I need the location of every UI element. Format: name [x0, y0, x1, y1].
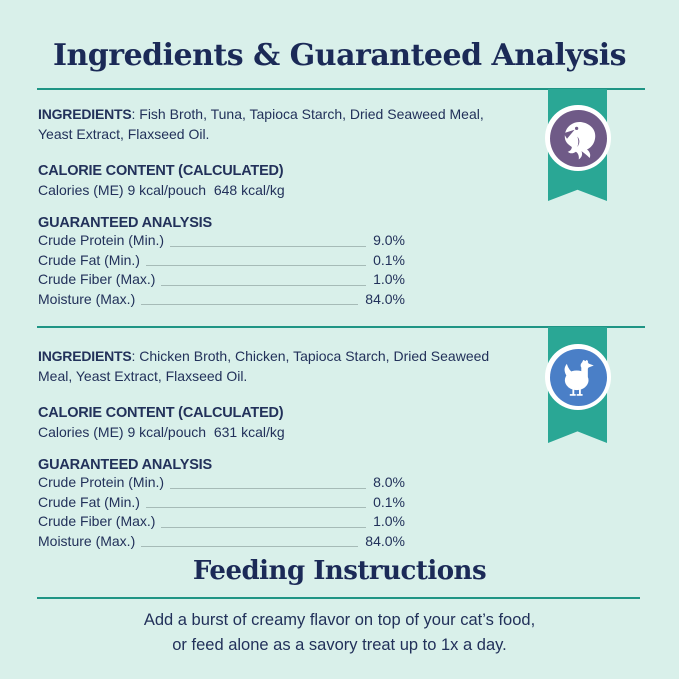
ingredients-list: : Fish Broth, Tuna, Tapioca Starch, Drie… — [38, 106, 484, 142]
analysis-row-value: 9.0% — [373, 232, 405, 249]
analysis-row-label: Crude Fiber (Max.) — [38, 513, 156, 530]
chicken-icon — [564, 359, 594, 396]
analysis-row: Crude Protein (Min.) 8.0% — [38, 474, 405, 493]
calorie-content-heading: CALORIE CONTENT (CALCULATED) — [38, 163, 284, 179]
leader-line — [145, 265, 367, 267]
leader-line — [161, 284, 367, 286]
leader-line — [141, 546, 359, 548]
ingredients-paragraph: INGREDIENTS: Chicken Broth, Chicken, Tap… — [38, 347, 493, 386]
calorie-values: Calories (ME) 9 kcal/pouch 648 kcal/kg — [38, 182, 285, 198]
fish-badge — [545, 105, 611, 171]
feeding-line-2: or feed alone as a savory treat up to 1x… — [172, 636, 507, 654]
analysis-row-label: Crude Protein (Min.) — [38, 232, 165, 249]
calorie-content-heading: CALORIE CONTENT (CALCULATED) — [38, 405, 284, 421]
analysis-row: Crude Fiber (Max.) 1.0% — [38, 270, 405, 289]
analysis-row-label: Crude Fiber (Max.) — [38, 271, 156, 288]
analysis-row-value: 0.1% — [373, 251, 405, 268]
page-title: Ingredients & Guaranteed Analysis — [52, 38, 627, 73]
middle-divider — [37, 326, 645, 328]
ingredients-list: : Chicken Broth, Chicken, Tapioca Starch… — [38, 348, 490, 384]
analysis-row-value: 1.0% — [373, 271, 405, 288]
leader-line — [145, 507, 367, 509]
feeding-instructions-text: Add a burst of creamy flavor on top of y… — [0, 608, 679, 658]
analysis-row-label: Moisture (Max.) — [38, 532, 136, 549]
analysis-row-value: 84.0% — [365, 532, 405, 549]
guaranteed-analysis-table: Crude Protein (Min.) 9.0% Crude Fat (Min… — [38, 232, 405, 310]
guaranteed-analysis-heading: GUARANTEED ANALYSIS — [38, 214, 212, 231]
analysis-row: Moisture (Max.) 84.0% — [38, 290, 405, 309]
analysis-row: Crude Fiber (Max.) 1.0% — [38, 512, 405, 531]
ingredients-label: INGREDIENTS — [38, 106, 132, 122]
analysis-row-value: 0.1% — [373, 493, 405, 510]
analysis-row-label: Crude Protein (Min.) — [38, 474, 165, 491]
analysis-row-label: Moisture (Max.) — [38, 290, 136, 307]
feeding-instructions-title: Feeding Instructions — [192, 556, 487, 586]
analysis-row-label: Crude Fat (Min.) — [38, 251, 140, 268]
ingredients-label: INGREDIENTS — [38, 348, 132, 364]
leader-line — [161, 526, 367, 528]
analysis-row: Moisture (Max.) 84.0% — [38, 532, 405, 551]
guaranteed-analysis-table: Crude Protein (Min.) 8.0% Crude Fat (Min… — [38, 474, 405, 552]
fish-icon — [563, 121, 596, 160]
ingredients-paragraph: INGREDIENTS: Fish Broth, Tuna, Tapioca S… — [38, 105, 493, 144]
analysis-row: Crude Fat (Min.) 0.1% — [38, 493, 405, 512]
feeding-line-1: Add a burst of creamy flavor on top of y… — [143, 611, 536, 629]
analysis-row-value: 84.0% — [365, 290, 405, 307]
analysis-row: Crude Fat (Min.) 0.1% — [38, 251, 405, 270]
leader-line — [141, 304, 359, 306]
chicken-recipe-section: INGREDIENTS: Chicken Broth, Chicken, Tap… — [38, 347, 518, 551]
leader-line — [170, 487, 367, 489]
guaranteed-analysis-heading: GUARANTEED ANALYSIS — [38, 456, 212, 473]
analysis-row: Crude Protein (Min.) 9.0% — [38, 232, 405, 251]
top-divider — [37, 88, 645, 90]
analysis-row-label: Crude Fat (Min.) — [38, 493, 140, 510]
chicken-badge — [545, 344, 611, 410]
bottom-divider — [37, 597, 640, 599]
leader-line — [170, 245, 367, 247]
tuna-recipe-section: INGREDIENTS: Fish Broth, Tuna, Tapioca S… — [38, 105, 518, 309]
analysis-row-value: 8.0% — [373, 474, 405, 491]
analysis-row-value: 1.0% — [373, 513, 405, 530]
calorie-values: Calories (ME) 9 kcal/pouch 631 kcal/kg — [38, 424, 285, 440]
